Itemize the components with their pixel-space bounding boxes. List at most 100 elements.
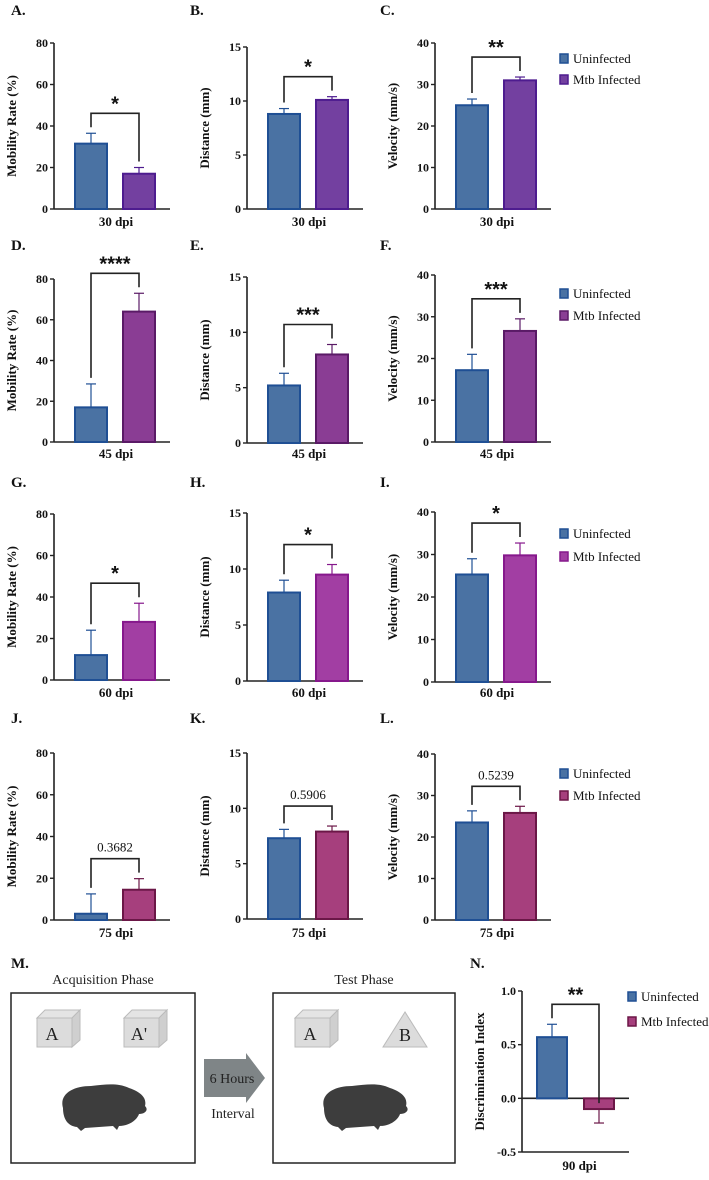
significance-stars: **: [568, 984, 584, 1006]
y-tick-label: 0: [423, 435, 429, 449]
significance-stars: *: [111, 563, 119, 585]
y-tick-label: 20: [417, 352, 429, 366]
bar-uninfected: [267, 112, 301, 210]
legend-label-uninfected: Uninfected: [573, 286, 631, 301]
significance-bracket: [471, 56, 521, 94]
y-tick-label: 40: [36, 354, 48, 368]
y-tick-label: 80: [36, 272, 48, 286]
y-tick-label: 0: [42, 435, 48, 449]
panel-label: K.: [190, 711, 206, 727]
significance-bracket: [283, 75, 333, 103]
chart-panel: B. 0 5 10 15 Distance (mm) 30 dpi *: [190, 3, 363, 229]
significance-bracket: [551, 1003, 600, 1104]
p-value-label: 0.5906: [290, 787, 326, 802]
bar-uninfected: [267, 591, 301, 683]
legend-swatch-uninfected: [559, 288, 569, 299]
bar-uninfected: [267, 384, 301, 445]
legend-label-infected: Mtb Infected: [573, 308, 641, 323]
legend: Uninfected Mtb Infected: [559, 526, 641, 564]
y-tick-label: 40: [417, 36, 429, 50]
x-axis-label: 45 dpi: [480, 446, 515, 461]
y-tick-label: 20: [36, 632, 48, 646]
y-tick-label: 20: [36, 871, 48, 885]
legend: Uninfected Mtb Infected: [559, 286, 641, 323]
chart-panel: H. 0 5 10 15 Distance (mm) 60 dpi *: [190, 475, 363, 700]
y-tick-label: 60: [36, 78, 48, 92]
legend-label-infected: Mtb Infected: [573, 72, 641, 87]
y-axis-title: Velocity (mm/s): [385, 315, 400, 402]
panel-label: H.: [190, 475, 206, 491]
legend-swatch-uninfected: [559, 53, 569, 64]
bar-uninfected: [455, 573, 489, 683]
significance-bracket: [90, 857, 140, 888]
y-tick-label: 15: [229, 506, 241, 520]
y-tick-label: 0: [42, 673, 48, 687]
legend: Uninfected Mtb Infected: [559, 766, 641, 803]
interval-label: Interval: [211, 1107, 255, 1122]
bar-infected: [122, 888, 156, 922]
y-axis-title: Velocity (mm/s): [385, 794, 400, 881]
chart-panel: L. 0 10 20 30 40 Velocity (mm/s) 75 dpi 0.5239 Un…: [380, 711, 641, 940]
y-tick-label: 0: [42, 202, 48, 216]
significance-stars: ***: [484, 279, 508, 301]
legend-label-uninfected: Uninfected: [573, 51, 631, 66]
acquisition-phase-title: Acquisition Phase: [52, 973, 154, 988]
y-tick-label: 15: [229, 746, 241, 760]
significance-bracket: [90, 582, 140, 625]
significance-bracket: [90, 272, 140, 378]
y-tick-label: 20: [417, 590, 429, 604]
legend-label-infected: Mtb Infected: [641, 1014, 709, 1029]
object-label: A': [131, 1024, 147, 1044]
significance-bracket: [283, 543, 333, 575]
y-tick-label: 0: [423, 913, 429, 927]
bar-infected: [315, 830, 349, 920]
legend: Uninfected Mtb Infected: [627, 989, 709, 1029]
y-tick-label: 20: [417, 830, 429, 844]
y-tick-label: 40: [417, 505, 429, 519]
x-axis-label: 75 dpi: [480, 925, 515, 940]
legend-label-uninfected: Uninfected: [573, 766, 631, 781]
y-tick-label: 0: [235, 912, 241, 926]
x-axis-label: 60 dpi: [99, 685, 134, 700]
chart-panel: J. 0 20 40 60 80 Mobility Rate (%) 75 dpi 0.3682: [4, 711, 170, 940]
significance-bracket: [471, 522, 521, 553]
legend-swatch-uninfected: [559, 768, 569, 779]
chart-panel: K. 0 5 10 15 Distance (mm) 75 dpi 0.5906: [190, 711, 363, 940]
legend-label-uninfected: Uninfected: [641, 989, 699, 1004]
guinea-pig-icon: [323, 1084, 408, 1131]
y-tick-label: 5: [235, 148, 241, 162]
y-tick-label: 0: [423, 202, 429, 216]
legend-swatch-infected: [559, 551, 569, 562]
bar-uninfected: [74, 912, 108, 921]
y-tick-label: 60: [36, 788, 48, 802]
diagram-m: M. Acquisition Phase Test Phase A A' A B: [10, 956, 456, 1164]
legend-swatch-uninfected: [627, 991, 637, 1002]
panel-label: L.: [380, 711, 394, 727]
x-axis-label: 45 dpi: [292, 446, 327, 461]
y-tick-label: 20: [417, 119, 429, 133]
x-axis-label: 60 dpi: [480, 685, 515, 700]
y-axis-title: Mobility Rate (%): [4, 310, 19, 412]
y-tick-label: 0.5: [501, 1038, 516, 1052]
legend-swatch-infected: [627, 1016, 637, 1027]
y-axis-title: Mobility Rate (%): [4, 546, 19, 648]
y-axis-title: Discrimination Index: [472, 1012, 487, 1131]
x-axis-label: 45 dpi: [99, 446, 134, 461]
p-value-label: 0.5239: [478, 767, 514, 782]
x-axis-label: 30 dpi: [99, 214, 134, 229]
bar-infected: [503, 79, 537, 210]
y-tick-label: 30: [417, 310, 429, 324]
chart-panel: A. 0 20 40 60 80 Mobility Rate (%) 30 dpi *: [4, 3, 170, 229]
chart-panel: F. 0 10 20 30 40 Velocity (mm/s) 45 dpi *** Uninf…: [380, 238, 641, 461]
bar-infected: [315, 98, 349, 210]
legend-swatch-infected: [559, 310, 569, 321]
bar-infected: [503, 329, 537, 444]
legend-swatch-uninfected: [559, 528, 569, 539]
y-tick-label: 10: [417, 633, 429, 647]
y-tick-label: 60: [36, 549, 48, 563]
significance-stars: *: [492, 503, 500, 525]
y-tick-label: 40: [417, 268, 429, 282]
significance-stars: *: [304, 57, 312, 79]
bar-uninfected: [455, 104, 489, 210]
